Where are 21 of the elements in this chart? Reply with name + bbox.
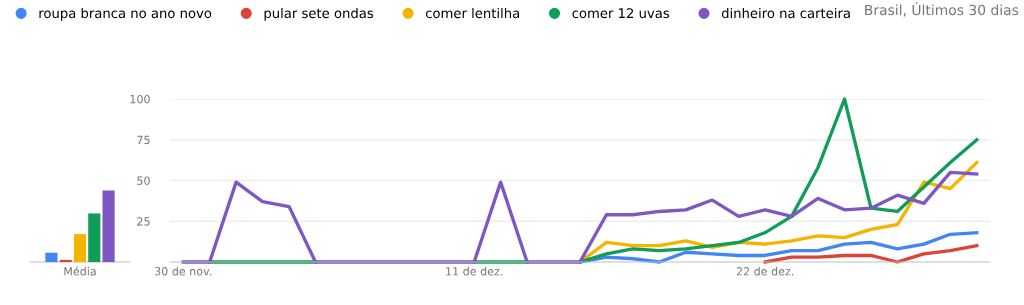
bar bbox=[73, 234, 87, 262]
legend-label: comer lentilha bbox=[425, 7, 520, 19]
x-tick-label: 30 de nov. bbox=[154, 266, 212, 276]
legend-label: pular sete ondas bbox=[264, 7, 374, 21]
y-tick-label: 50 bbox=[137, 176, 150, 185]
bar bbox=[102, 190, 115, 262]
bar bbox=[45, 252, 58, 262]
legend-label: comer 12 uvas bbox=[572, 8, 670, 19]
y-tick-label: 75 bbox=[137, 135, 150, 145]
chart-subtitle: Brasil, Últimos 30 dias bbox=[865, 2, 1019, 17]
legend-label: dinheiro na carteira bbox=[721, 7, 850, 19]
line-series bbox=[181, 170, 979, 264]
y-tick-label: 100 bbox=[130, 94, 150, 104]
bar bbox=[88, 213, 101, 262]
x-axis-title: Média bbox=[64, 266, 96, 276]
x-tick-label: 11 de dez. bbox=[446, 266, 503, 276]
line-series bbox=[763, 244, 979, 264]
bar bbox=[59, 259, 72, 262]
x-tick-label: 22 de dez. bbox=[736, 266, 794, 276]
legend-label: roupa branca no ano novo bbox=[39, 7, 212, 21]
y-tick-label: 25 bbox=[137, 217, 150, 226]
